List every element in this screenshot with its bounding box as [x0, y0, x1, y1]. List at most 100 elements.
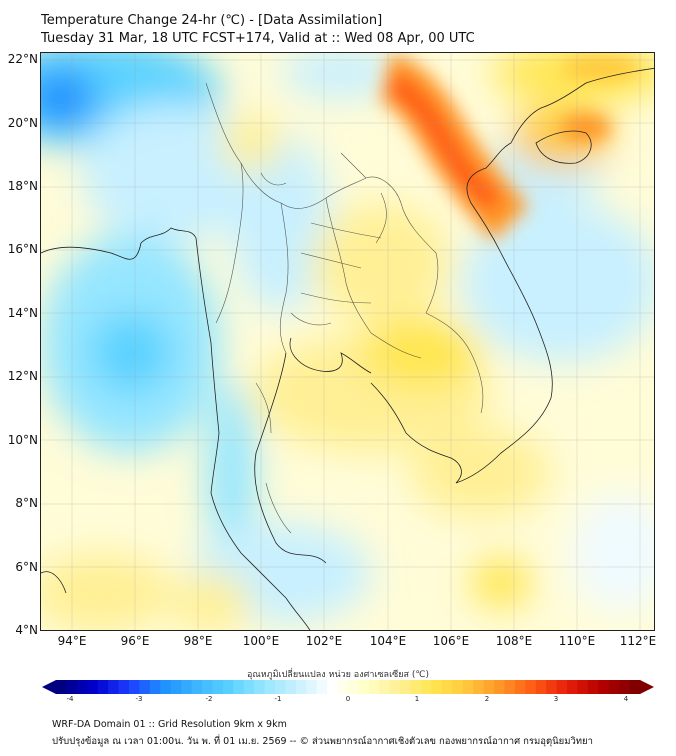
colorbar-cell	[181, 680, 193, 694]
colorbar-cell	[535, 680, 547, 694]
temperature-field	[41, 53, 654, 630]
colorbar-cell	[160, 680, 172, 694]
colorbar-cell	[348, 680, 359, 694]
colorbar-cell	[243, 680, 255, 694]
colorbar-cell	[608, 680, 620, 694]
lon-label-98e: 98°E	[183, 634, 213, 648]
colorbar-cell	[431, 680, 443, 694]
lon-label-94e: 94°E	[57, 634, 87, 648]
colorbar-cell	[149, 680, 161, 694]
colorbar-tick: 0	[345, 695, 351, 703]
colorbar-cell	[556, 680, 568, 694]
colorbar-cell	[598, 680, 610, 694]
lat-label-14n: 14°N	[7, 306, 38, 320]
colorbar-cell	[441, 680, 453, 694]
lat-label-6n: 6°N	[15, 560, 38, 574]
colorbar-tick: -3	[135, 695, 143, 703]
colorbar-tick: -1	[274, 695, 282, 703]
colorbar-cell	[421, 680, 432, 694]
title-line-2: Tuesday 31 Mar, 18 UTC FCST+174, Valid a…	[41, 31, 475, 46]
lon-label-108e: 108°E	[495, 634, 533, 648]
colorbar-cell	[170, 680, 182, 694]
colorbar-cell	[473, 680, 485, 694]
colorbar-cell	[587, 680, 599, 694]
colorbar-cell	[577, 680, 589, 694]
colorbar-cell	[410, 680, 422, 694]
colorbar-cell	[400, 680, 412, 694]
colorbar-cell	[368, 680, 380, 694]
colorbar-cell	[483, 680, 495, 694]
colorbar-cell	[337, 680, 349, 694]
lon-label-106e: 106°E	[432, 634, 470, 648]
colorbar-cell	[66, 680, 78, 694]
colorbar-cell	[306, 680, 318, 694]
colorbar-tick: -2	[205, 695, 213, 703]
lon-label-104e: 104°E	[369, 634, 407, 648]
colorbar-cell	[316, 680, 328, 694]
colorbar-cell	[494, 680, 505, 694]
lat-label-12n: 12°N	[7, 369, 38, 383]
lat-label-22n: 22°N	[7, 52, 38, 66]
colorbar-cell	[97, 680, 109, 694]
colorbar-title: อุณหภูมิเปลี่ยนแปลง หน่วย องศาเซลเซียส (…	[246, 670, 430, 680]
colorbar-cell	[87, 680, 99, 694]
coastlines	[41, 67, 654, 630]
colorbar-cell	[462, 680, 474, 694]
colorbar-max-arrow	[640, 680, 654, 694]
lat-label-16n: 16°N	[7, 242, 38, 256]
colorbar-cell	[212, 680, 224, 694]
colorbar-cell	[264, 680, 276, 694]
colorbar-cell	[514, 680, 526, 694]
colorbar-cell	[129, 680, 140, 694]
colorbar	[42, 680, 654, 694]
colorbar-cell	[295, 680, 307, 694]
colorbar-cell	[452, 680, 464, 694]
colorbar-cell	[619, 680, 631, 694]
colorbar-cell	[202, 680, 213, 694]
temperature-map	[41, 53, 654, 630]
colorbar-cell	[358, 680, 370, 694]
title-line-1: Temperature Change 24-hr (℃) - [Data Ass…	[41, 13, 383, 28]
lat-label-8n: 8°N	[15, 496, 38, 510]
colorbar-cell	[139, 680, 151, 694]
colorbar-cell	[629, 680, 641, 694]
colorbar-cell	[56, 680, 67, 694]
colorbar-cell	[233, 680, 245, 694]
lon-label-110e: 110°E	[558, 634, 596, 648]
lon-label-100e: 100°E	[242, 634, 280, 648]
lat-label-18n: 18°N	[7, 179, 38, 193]
colorbar-cell	[285, 680, 297, 694]
footer-line-1: WRF-DA Domain 01 :: Grid Resolution 9km …	[52, 719, 287, 730]
map-title: Temperature Change 24-hr (℃) - [Data Ass…	[41, 12, 475, 48]
colorbar-cell	[567, 680, 578, 694]
colorbar-cell	[546, 680, 558, 694]
colorbar-cell	[108, 680, 120, 694]
colorbar-cell	[191, 680, 203, 694]
colorbar-cell	[275, 680, 286, 694]
lat-label-4n: 4°N	[15, 623, 38, 637]
colorbar-cell	[254, 680, 266, 694]
colorbar-tick: 1	[414, 695, 420, 703]
colorbar-cell	[504, 680, 516, 694]
lat-label-20n: 20°N	[7, 116, 38, 130]
footer-line-2: ปรับปรุงข้อมูล ณ เวลา 01:00น. วัน พ. ที่…	[52, 736, 593, 747]
colorbar-tick: 3	[553, 695, 559, 703]
colorbar-cell	[525, 680, 537, 694]
lon-label-112e: 112°E	[619, 634, 657, 648]
colorbar-tick: 4	[623, 695, 629, 703]
colorbar-cell	[389, 680, 401, 694]
lat-label-10n: 10°N	[7, 433, 38, 447]
province-borders	[205, 82, 484, 534]
colorbar-min-arrow	[42, 680, 56, 694]
lon-label-102e: 102°E	[305, 634, 343, 648]
colorbar-cell	[327, 680, 339, 694]
colorbar-cell	[76, 680, 88, 694]
colorbar-cell	[379, 680, 391, 694]
colorbar-tick: 2	[484, 695, 490, 703]
colorbar-tick: -4	[66, 695, 74, 703]
map-panel[interactable]	[40, 52, 655, 631]
lon-label-96e: 96°E	[120, 634, 150, 648]
grid-lines	[41, 53, 654, 630]
colorbar-cell	[222, 680, 234, 694]
colorbar-cell	[118, 680, 130, 694]
